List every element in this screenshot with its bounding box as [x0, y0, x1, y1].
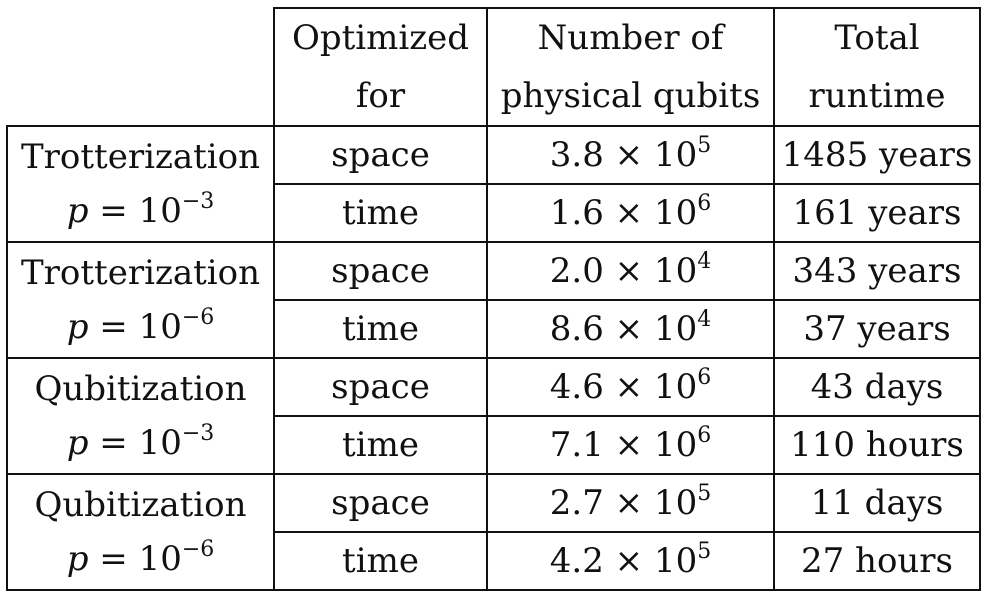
qubits-exp: 5 [697, 481, 712, 506]
table-row: time 7.1 × 106 110 hours [7, 415, 981, 475]
runtime-cell: 11 days [773, 473, 981, 533]
error-rate-var: p [66, 191, 89, 231]
method-cell: Qubitization p = 10−6 [6, 473, 275, 591]
runtime-cell: 161 years [773, 183, 981, 243]
header-runtime-line2: runtime [808, 76, 946, 116]
runtime-cell: 27 hours [773, 531, 981, 591]
error-rate-eq: = 10 [88, 307, 182, 347]
qubits-cell: 4.2 × 105 [486, 531, 775, 591]
resource-estimates-table: Optimized for Number of physical qubits … [6, 7, 981, 591]
method-name: Qubitization [34, 485, 247, 525]
header-runtime-line1: Total [834, 18, 920, 58]
qubits-mantissa: 3.8 × 10 [549, 135, 698, 175]
runtime-cell: 110 hours [773, 415, 981, 475]
qubits-cell: 1.6 × 106 [486, 183, 775, 243]
method-cell: Trotterization p = 10−3 [6, 125, 275, 243]
header-qubits-line1: Number of [537, 18, 724, 58]
header-optimized-for: Optimized for [273, 7, 488, 127]
header-qubits-line2: physical qubits [500, 76, 761, 116]
method-cell: Qubitization p = 10−3 [6, 357, 275, 475]
header-optimized-line1: Optimized [291, 18, 470, 58]
error-rate-exp: −6 [181, 305, 215, 330]
error-rate: p = 10−3 [8, 417, 273, 469]
table-row: Qubitization p = 10−6 space 2.7 × 105 11… [6, 473, 981, 591]
optimized-for-cell: time [273, 299, 488, 359]
table-row: time 4.2 × 105 27 hours [7, 531, 981, 591]
method-name: Trotterization [20, 253, 261, 293]
optimized-for-cell: space [273, 241, 488, 301]
header-total-runtime: Total runtime [773, 7, 981, 127]
method-name: Qubitization [34, 369, 247, 409]
error-rate-var: p [66, 423, 89, 463]
qubits-exp: 6 [697, 423, 712, 448]
qubits-mantissa: 4.6 × 10 [549, 367, 698, 407]
header-empty-cell [7, 8, 275, 127]
table-row: Qubitization p = 10−3 space 4.6 × 106 43… [6, 357, 981, 475]
error-rate-eq: = 10 [88, 191, 182, 231]
qubits-exp: 5 [697, 539, 712, 564]
runtime-cell: 343 years [773, 241, 981, 301]
table-row: time 8.6 × 104 37 years [7, 299, 981, 359]
method-cell: Trotterization p = 10−6 [6, 241, 275, 359]
table-row: Trotterization p = 10−6 space 2.0 × 104 … [6, 241, 981, 359]
qubits-cell: 2.0 × 104 [486, 241, 775, 301]
qubits-mantissa: 2.7 × 10 [549, 483, 698, 523]
qubits-cell: 2.7 × 105 [486, 473, 775, 533]
header-optimized-line2: for [355, 76, 406, 116]
qubits-cell: 7.1 × 106 [486, 415, 775, 475]
qubits-mantissa: 7.1 × 10 [549, 425, 698, 465]
qubits-mantissa: 2.0 × 10 [549, 251, 698, 291]
error-rate-exp: −3 [181, 421, 215, 446]
table-row: time 1.6 × 106 161 years [7, 183, 981, 243]
optimized-for-cell: time [273, 415, 488, 475]
qubits-exp: 5 [697, 133, 712, 158]
error-rate: p = 10−3 [8, 185, 273, 237]
error-rate-eq: = 10 [88, 423, 182, 463]
error-rate-exp: −6 [181, 537, 215, 562]
error-rate-var: p [66, 307, 89, 347]
qubits-mantissa: 1.6 × 10 [549, 193, 698, 233]
qubits-cell: 8.6 × 104 [486, 299, 775, 359]
optimized-for-cell: space [273, 473, 488, 533]
table-row: Trotterization p = 10−3 space 3.8 × 105 … [6, 125, 981, 243]
optimized-for-cell: time [273, 531, 488, 591]
qubits-mantissa: 8.6 × 10 [549, 309, 698, 349]
error-rate-var: p [66, 539, 89, 579]
qubits-exp: 4 [697, 249, 712, 274]
method-name: Trotterization [20, 137, 261, 177]
runtime-cell: 1485 years [773, 125, 981, 185]
header-physical-qubits: Number of physical qubits [486, 7, 775, 127]
qubits-cell: 3.8 × 105 [486, 125, 775, 185]
qubits-cell: 4.6 × 106 [486, 357, 775, 417]
optimized-for-cell: space [273, 125, 488, 185]
runtime-cell: 37 years [773, 299, 981, 359]
qubits-exp: 6 [697, 191, 712, 216]
error-rate: p = 10−6 [8, 301, 273, 353]
qubits-mantissa: 4.2 × 10 [549, 541, 698, 581]
error-rate-eq: = 10 [88, 539, 182, 579]
qubits-exp: 4 [697, 307, 712, 332]
optimized-for-cell: space [273, 357, 488, 417]
error-rate: p = 10−6 [8, 533, 273, 585]
qubits-exp: 6 [697, 365, 712, 390]
optimized-for-cell: time [273, 183, 488, 243]
runtime-cell: 43 days [773, 357, 981, 417]
error-rate-exp: −3 [181, 189, 215, 214]
header-row: Optimized for Number of physical qubits … [7, 7, 981, 127]
